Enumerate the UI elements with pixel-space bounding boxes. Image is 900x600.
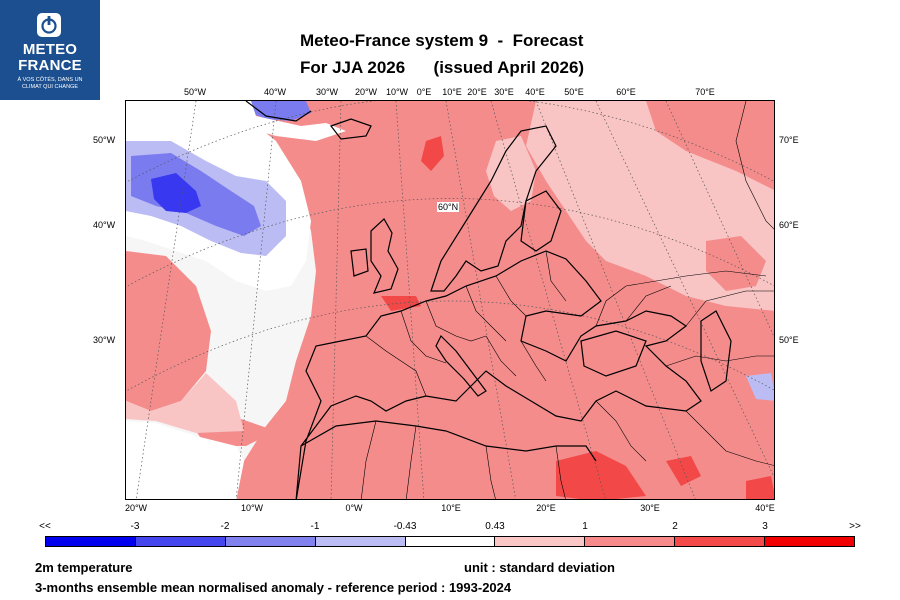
bottom-lon-label: 10°E [441,503,461,513]
colorbar-swatch [135,537,226,546]
pink-anomaly-region-ural [706,236,766,291]
bottom-lon-label: 20°W [124,503,148,513]
logo-line1: METEO [22,41,78,58]
logo-tagline1: À VOS CÔTÉS, DANS UN [17,77,83,83]
meteo-france-emblem-icon [37,13,61,37]
colorbar-swatch [495,537,586,546]
map-title-line2: For JJA 2026 (issued April 2026) [300,58,585,77]
top-lon-label: 50°W [183,87,207,97]
latitude-label-60n: 60°N [437,202,460,212]
colorbar-label: -0.43 [393,521,417,532]
colorbar-swatch [225,537,316,546]
right-lon-label: 50°E [779,335,799,345]
top-lon-label: 10°W [385,87,409,97]
pink-anomaly-region-sw [126,251,211,411]
red-spot-east [746,476,774,499]
top-lon-label: 50°E [564,87,584,97]
colorbar-label: 2 [672,521,678,532]
right-lon-label: 60°E [779,220,799,230]
left-lon-label: 40°W [93,220,116,230]
red-spot-atlantic [421,136,444,171]
anomaly-map-svg [126,101,774,499]
top-lon-label: 30°E [494,87,514,97]
colorbar-swatch [315,537,406,546]
pale-anomaly-region-sw [126,373,244,433]
top-lon-label: 70°E [695,87,715,97]
variable-label: 2m temperature [35,560,133,575]
left-lon-label: 50°W [93,135,116,145]
logo-tagline2: CLIMAT QUI CHANGE [21,84,79,90]
colorbar-swatch [405,537,496,546]
blue-spot-east [746,373,774,401]
top-lon-label: 30°W [315,87,339,97]
red-spot-turkey [556,451,646,499]
red-spot-caspian [666,456,701,486]
colorbar-label: >> [849,521,861,532]
bottom-lon-label: 0°W [345,503,363,513]
blue-patch-north [241,101,311,121]
left-lon-label: 30°W [93,335,116,345]
colorbar-swatch [46,537,136,546]
colorbar-label: << [39,521,51,532]
colorbar-label: -1 [310,521,320,532]
description-label: 3-months ensemble mean normalised anomal… [35,580,512,595]
meteo-france-logo: METEO FRANCE À VOS CÔTÉS, DANS UN CLIMAT… [0,0,100,100]
right-lon-label: 70°E [779,135,799,145]
colorbar-label: -2 [220,521,230,532]
top-lon-label: 10°E [442,87,462,97]
country-borders [360,101,774,499]
pale-anomaly-region-scandi [486,136,536,211]
colorbar-label: 1 [582,521,588,532]
map-title-line1: Meteo-France system 9 - Forecast [300,31,584,50]
top-lon-label: 20°E [467,87,487,97]
top-lon-label: 0°E [416,87,432,97]
top-lon-label: 40°W [263,87,287,97]
colorbar-label: 3 [762,521,768,532]
bottom-lon-label: 20°E [536,503,556,513]
bottom-lon-label: 30°E [640,503,660,513]
top-lon-label: 60°E [616,87,636,97]
near-normal-region-sw [126,421,244,499]
graticule [126,101,774,499]
colorbar-swatch [585,537,676,546]
white-patch-north [226,101,346,141]
colorbar-swatch [675,537,766,546]
unit-label: unit : standard deviation [464,560,615,575]
colorbar [45,536,855,547]
pink-anomaly-region-east [646,101,774,190]
blue-dark-region [151,173,201,213]
colorbar-swatch [765,537,855,546]
colorbar-label: 0.43 [485,521,505,532]
colorbar-label: -3 [130,521,140,532]
logo-line2: FRANCE [18,57,82,74]
top-lon-label: 40°E [525,87,545,97]
anomaly-map [125,100,775,500]
bottom-lon-label: 10°W [240,503,264,513]
top-lon-label: 20°W [354,87,378,97]
bottom-lon-label: 40°E [755,503,775,513]
